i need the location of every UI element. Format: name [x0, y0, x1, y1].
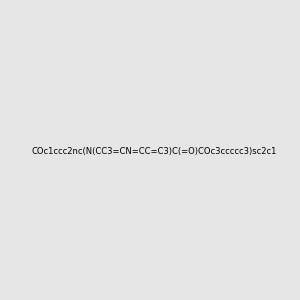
Text: COc1ccc2nc(N(CC3=CN=CC=C3)C(=O)COc3ccccc3)sc2c1: COc1ccc2nc(N(CC3=CN=CC=C3)C(=O)COc3ccccc… — [31, 147, 276, 156]
